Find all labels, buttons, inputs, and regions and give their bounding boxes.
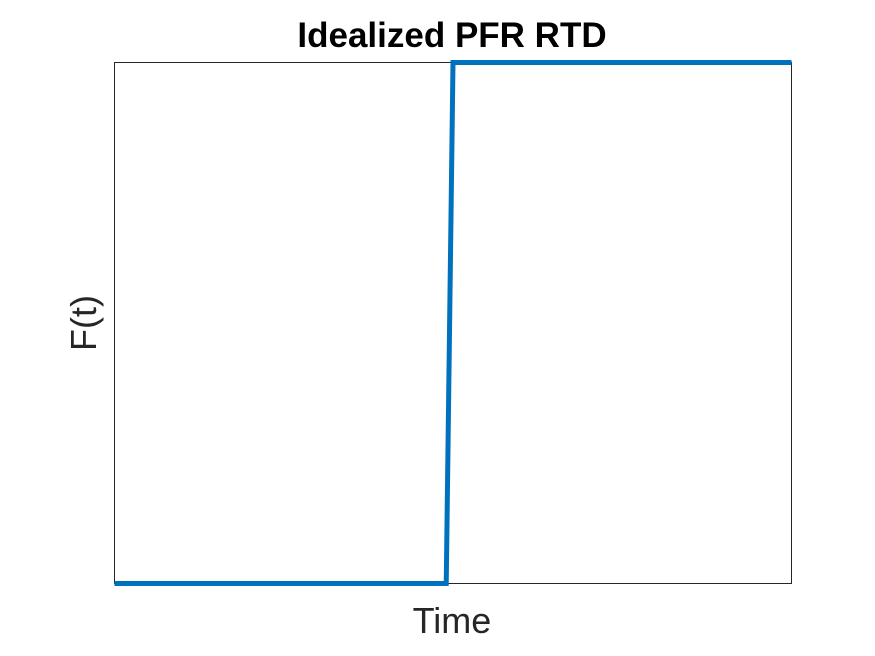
y-axis-label: F(t) xyxy=(63,295,104,351)
series-line-1 xyxy=(114,60,792,586)
chart-title: Idealized PFR RTD xyxy=(297,16,606,55)
series-group xyxy=(114,60,792,586)
x-axis-label: Time xyxy=(413,600,492,641)
